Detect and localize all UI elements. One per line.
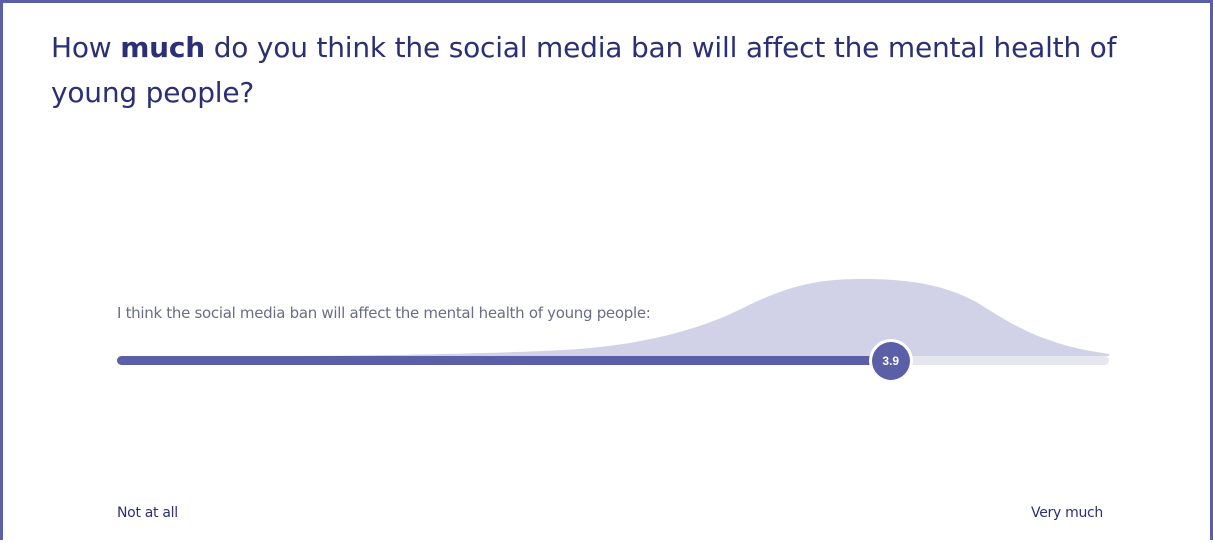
question-text-end: do you think the social media ban will a…: [51, 31, 1117, 109]
slider-fill: [117, 356, 891, 365]
question-title: How much do you think the social media b…: [51, 25, 1171, 115]
question-text-start: How: [51, 31, 121, 64]
scale-min-label: Not at all: [117, 505, 178, 521]
slider-thumb[interactable]: 3.9: [871, 342, 910, 380]
scale-max-label: Very much: [1031, 505, 1103, 521]
slider-statement: I think the social media ban will affect…: [117, 304, 651, 322]
slider-track[interactable]: [117, 356, 1109, 365]
question-emphasis: much: [120, 31, 206, 64]
slider-value: 3.9: [882, 354, 900, 368]
